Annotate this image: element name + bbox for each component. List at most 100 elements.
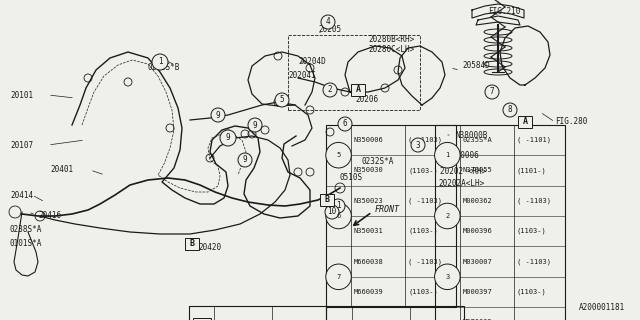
Text: M00006: M00006 [452, 150, 480, 159]
Text: A: A [522, 117, 527, 126]
Text: (1103-): (1103-) [408, 289, 438, 295]
Text: 2: 2 [445, 213, 449, 219]
Circle shape [275, 93, 289, 107]
Bar [326, 306, 464, 320]
Circle shape [435, 142, 460, 168]
Circle shape [411, 138, 425, 152]
Text: FIG.280: FIG.280 [555, 117, 588, 126]
Text: 1: 1 [445, 152, 449, 158]
Text: 0101S*A: 0101S*A [10, 239, 42, 249]
Text: M000362: M000362 [463, 198, 492, 204]
Text: 20206: 20206 [355, 95, 378, 105]
Text: 20202 <RH>: 20202 <RH> [440, 167, 486, 177]
Text: 20280B<RH>: 20280B<RH> [368, 36, 414, 44]
Circle shape [331, 199, 345, 213]
Text: M030007: M030007 [463, 259, 492, 265]
Text: M000397: M000397 [463, 289, 492, 295]
Text: (1101-): (1101-) [517, 167, 547, 174]
Circle shape [435, 264, 460, 290]
Circle shape [248, 118, 262, 132]
Text: N350031: N350031 [354, 228, 383, 234]
Text: N38000B: N38000B [455, 131, 488, 140]
Text: 9: 9 [226, 133, 230, 142]
Text: ( -1103): ( -1103) [408, 258, 442, 265]
Bar [351, 84, 365, 96]
Text: 1: 1 [157, 58, 163, 67]
Text: A: A [355, 85, 360, 94]
Text: FIG.210: FIG.210 [488, 7, 520, 17]
Text: 20420: 20420 [198, 244, 221, 252]
Circle shape [338, 117, 352, 131]
Text: M660039: M660039 [354, 289, 383, 295]
Circle shape [485, 85, 499, 99]
Circle shape [238, 153, 252, 167]
Circle shape [321, 15, 335, 29]
Text: (1103-): (1103-) [517, 289, 547, 295]
Text: 20204I: 20204I [288, 71, 316, 81]
Bar [189, 306, 326, 320]
Bar [320, 194, 334, 206]
Text: M660038: M660038 [354, 259, 383, 265]
Text: 4: 4 [326, 18, 330, 27]
Bar [193, 318, 211, 320]
Text: 20101: 20101 [10, 91, 33, 100]
Text: 9: 9 [216, 110, 220, 119]
Text: 20401: 20401 [50, 165, 73, 174]
Text: 0235S*A: 0235S*A [463, 137, 492, 143]
Bar [326, 125, 456, 307]
Text: 9: 9 [243, 156, 247, 164]
Text: N370055: N370055 [463, 167, 492, 173]
Text: (1103-): (1103-) [517, 228, 547, 235]
Circle shape [326, 203, 351, 229]
Text: 5: 5 [337, 152, 340, 158]
Text: 7: 7 [337, 274, 340, 280]
Circle shape [152, 54, 168, 70]
Text: 20107: 20107 [10, 140, 33, 149]
Text: 0232S*A: 0232S*A [362, 157, 394, 166]
Text: ( -1103): ( -1103) [517, 319, 551, 320]
Text: 0238S*B: 0238S*B [148, 63, 180, 73]
Text: (1103-): (1103-) [408, 167, 438, 174]
Text: 0238S*A: 0238S*A [10, 226, 42, 235]
Text: ( -1103): ( -1103) [517, 197, 551, 204]
Text: 20414: 20414 [10, 190, 33, 199]
Text: 20202A<LH>: 20202A<LH> [438, 180, 484, 188]
Circle shape [435, 203, 460, 229]
Text: 9: 9 [253, 121, 257, 130]
Text: 20416: 20416 [38, 211, 61, 220]
Text: 8: 8 [508, 106, 512, 115]
Text: 10: 10 [328, 207, 337, 217]
Circle shape [323, 83, 337, 97]
Text: 3: 3 [445, 274, 449, 280]
Text: 20205: 20205 [318, 26, 341, 35]
Text: 6: 6 [342, 119, 348, 129]
Text: N350006: N350006 [354, 137, 383, 143]
Text: 3: 3 [416, 140, 420, 149]
Text: 20204D: 20204D [298, 58, 326, 67]
Text: N350030: N350030 [354, 167, 383, 173]
Text: N350023: N350023 [354, 198, 383, 204]
Text: ( -1103): ( -1103) [408, 137, 442, 143]
Bar [518, 116, 532, 128]
Circle shape [325, 205, 339, 219]
Text: 2: 2 [328, 85, 332, 94]
Text: 0510S: 0510S [340, 173, 363, 182]
Circle shape [220, 130, 236, 146]
Text: ( -1101): ( -1101) [517, 137, 551, 143]
Text: 5: 5 [280, 95, 284, 105]
Bar [185, 238, 199, 250]
Text: M000396: M000396 [463, 228, 492, 234]
Text: B: B [324, 196, 330, 204]
Text: (1103-): (1103-) [408, 228, 438, 235]
Circle shape [326, 264, 351, 290]
Text: 20280C<LH>: 20280C<LH> [368, 45, 414, 54]
Text: ( -1103): ( -1103) [517, 258, 551, 265]
Text: ( -1103): ( -1103) [408, 197, 442, 204]
Text: M370009: M370009 [463, 319, 492, 320]
Text: 20584D: 20584D [462, 60, 490, 69]
Circle shape [9, 206, 21, 218]
Circle shape [326, 142, 351, 168]
Text: B: B [189, 239, 195, 249]
Bar [435, 125, 565, 320]
Text: 7: 7 [490, 87, 494, 97]
